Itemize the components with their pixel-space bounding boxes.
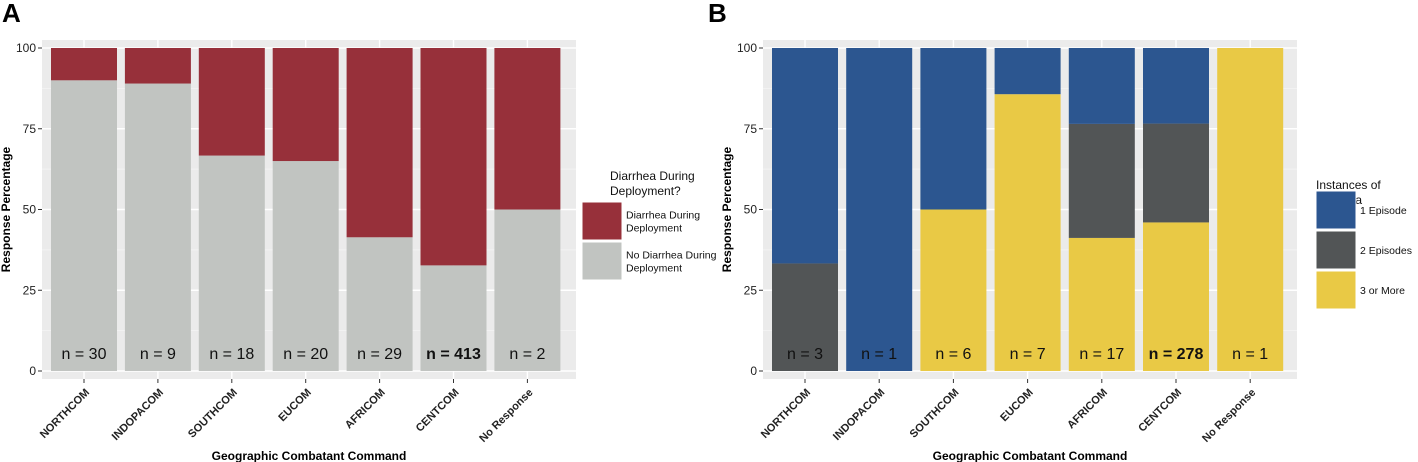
panel-b-bar-no-response-3-or-more [1217,48,1284,371]
panel-a-bar-centcom-diarrhea-during-deployment [420,48,487,266]
panel-b-legend-label-3-or-more-line-1: 3 or More [1360,285,1405,297]
panel-a-legend-label-diarrhea-during-deployment-line-2: Deployment [626,223,682,235]
panel-a-xtick-label-indopacom: INDOPACOM [110,387,166,443]
panel-b-legend-key-1-episode [1315,190,1357,230]
panel-b-bar-africom-3-or-more [1068,237,1135,371]
panel-b-bar-southcom-1-episode [920,48,987,210]
panel-b-xtick-label-southcom: SOUTHCOM [908,387,962,441]
panel-b-bar-africom-2-episodes [1068,123,1135,238]
panel-a-ytick-label-75: 75 [23,122,37,136]
panel-b-letter: B [708,0,727,28]
panel-b-ytick-label-0: 0 [750,364,757,378]
panel-a-bar-southcom-no-diarrhea-during-deployment [198,155,265,371]
panel-a-bar-centcom-no-diarrhea-during-deployment [420,265,487,371]
panel-b-xtick-label-no-response: No Response [1200,387,1258,445]
panel-a-n-label-northcom: n = 30 [62,346,107,363]
panel-b-legend-label-2-episodes-line-1: 2 Episodes [1360,245,1412,257]
panel-a-n-label-no-response: n = 2 [509,346,545,363]
panel-a-bar-indopacom-diarrhea-during-deployment [124,48,191,84]
panel-b-bar-eucom-1-episode [994,48,1061,95]
panel-b-ytick-label-100: 100 [737,41,757,55]
panel-a-xtick-label-africom: AFRICOM [343,387,388,432]
panel-a-legend-label-diarrhea-during-deployment-line-1: Diarrhea During [626,210,700,222]
panel-b-bar-northcom-1-episode [772,48,838,264]
panel-a-ytick-label-25: 25 [23,283,37,297]
panel-b-xtick-label-northcom: NORTHCOM [759,387,813,441]
panel-a-bar-africom-diarrhea-during-deployment [346,48,413,238]
panel-a-n-label-africom: n = 29 [357,346,402,363]
panel-b-xtick-label-centcom: CENTCOM [1136,387,1184,435]
panel-a-bar-eucom-no-diarrhea-during-deployment [272,161,339,371]
panel-b-bar-indopacom-1-episode [846,48,913,371]
panel-a-bar-no-response-no-diarrhea-during-deployment [494,209,561,371]
panel-b: B 0 25 50 75 100 n = 3 NORTHCOM n = 1 INDOPACOM n … [708,0,1412,462]
panel-a-legend-key-no-diarrhea-during-deployment [581,241,623,281]
panel-b-ytick-label-50: 50 [744,203,758,217]
panel-a-y-axis-title: Response Percentage [0,146,13,272]
panel-a-bar-africom-no-diarrhea-during-deployment [346,237,413,371]
panel-a-bar-southcom-diarrhea-during-deployment [198,48,265,156]
panel-a-legend-key-diarrhea-during-deployment [581,201,623,241]
panel-a-ytick-label-50: 50 [23,203,37,217]
panel-b-y-axis-title: Response Percentage [720,146,734,272]
panel-a-xtick-label-centcom: CENTCOM [414,387,462,435]
panel-a-xtick-label-northcom: NORTHCOM [38,387,92,441]
panel-a-letter: A [2,0,21,28]
panel-b-bar-centcom-2-episodes [1143,123,1209,223]
panel-b-legend-key-3-or-more [1315,270,1357,310]
panel-a-bar-northcom-diarrhea-during-deployment [51,48,117,81]
panel-a-xtick-label-eucom: EUCOM [276,387,313,424]
panel-b-n-label-africom: n = 17 [1079,346,1124,363]
panel-b-ytick-label-25: 25 [744,283,758,297]
panel-b-x-axis-title: Geographic Combatant Command [933,449,1128,462]
panel-a-n-label-southcom: n = 18 [209,346,254,363]
panel-a-legend-title-line-2: Deployment? [610,184,681,198]
panel-b-xtick-label-eucom: EUCOM [998,387,1035,424]
panel-b-xtick-label-indopacom: INDOPACOM [831,387,887,443]
panel-a-n-label-eucom: n = 20 [283,346,328,363]
panel-a-ytick-label-100: 100 [16,41,36,55]
panel-b-n-label-southcom: n = 6 [935,346,971,363]
panel-a-n-label-indopacom: n = 9 [140,346,176,363]
panel-b-legend-title-line-1: Instances of [1316,178,1381,192]
panel-a-x-axis-title: Geographic Combatant Command [212,449,407,462]
panel-a-xtick-label-no-response: No Response [477,387,535,445]
panel-b-ytick-label-75: 75 [744,122,758,136]
panel-a-bar-northcom-no-diarrhea-during-deployment [51,80,117,372]
panel-b-bar-africom-1-episode [1068,48,1135,124]
panel-a-legend-title-line-1: Diarrhea During [610,169,695,183]
panel-b-bar-centcom-3-or-more [1143,222,1209,371]
panel-a-legend-label-no-diarrhea-during-deployment-line-2: Deployment [626,263,682,275]
panel-b-bar-eucom-3-or-more [994,94,1061,372]
panel-b-bar-centcom-1-episode [1143,48,1209,124]
panel-b-legend-label-1-episode-line-1: 1 Episode [1360,205,1407,217]
panel-a-bar-no-response-diarrhea-during-deployment [494,48,561,210]
panel-a-legend-label-no-diarrhea-during-deployment-line-1: No Diarrhea During [626,250,717,262]
panel-b-bar-southcom-3-or-more [920,209,987,371]
panel-b-n-label-no-response: n = 1 [1232,346,1268,363]
panel-a-bar-indopacom-no-diarrhea-during-deployment [124,83,191,371]
panel-b-bar-northcom-2-episodes [772,263,838,371]
panel-b-n-label-centcom: n = 278 [1149,346,1204,363]
panel-b-legend-key-2-episodes [1315,230,1357,270]
panel-a: A 0 25 50 75 100 n = 30 NORTHCOM n = 9 INDOPACOM n… [0,0,717,462]
panel-a-xtick-label-southcom: SOUTHCOM [186,387,240,441]
panel-a-n-label-centcom: n = 413 [426,346,481,363]
panel-b-n-label-indopacom: n = 1 [861,346,897,363]
panel-b-n-label-northcom: n = 3 [787,346,823,363]
panel-b-xtick-label-africom: AFRICOM [1065,387,1110,432]
panel-b-n-label-eucom: n = 7 [1010,346,1046,363]
panel-a-ytick-label-0: 0 [29,364,36,378]
panel-a-bar-eucom-diarrhea-during-deployment [272,48,339,162]
